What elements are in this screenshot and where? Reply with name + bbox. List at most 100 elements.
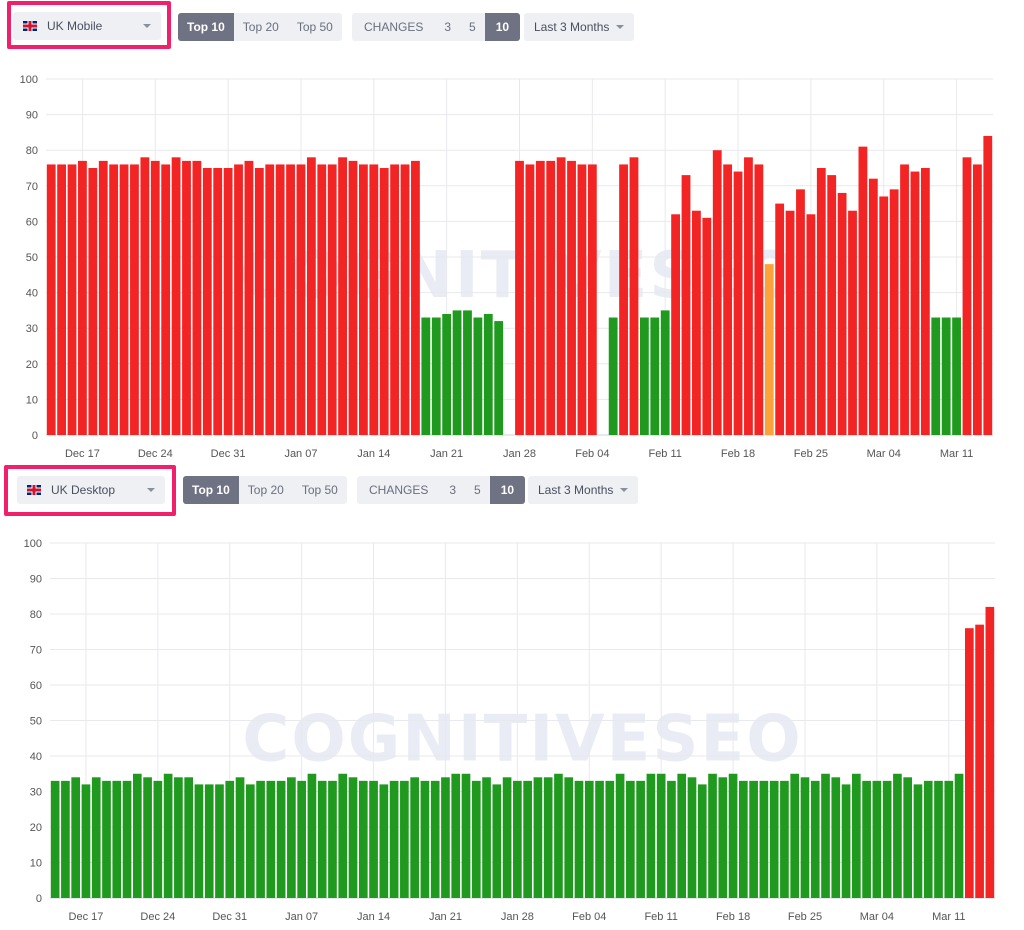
ranking-bar[interactable] [944,780,954,898]
ranking-bar[interactable] [556,157,566,435]
ranking-bar[interactable] [400,780,409,898]
ranking-bar[interactable] [831,777,841,898]
ranking-bar[interactable] [893,773,902,898]
ranking-bar[interactable] [50,780,60,898]
ranking-bar[interactable] [150,160,160,435]
ranking-bar[interactable] [964,628,974,898]
ranking-bar[interactable] [546,160,556,435]
ranking-bar[interactable] [790,773,800,898]
ranking-bar[interactable] [194,784,204,898]
ranking-bar[interactable] [954,773,964,898]
ranking-bar[interactable] [338,157,347,435]
ranking-bar[interactable] [213,168,223,435]
ranking-bar[interactable] [234,164,243,435]
ranking-bar[interactable] [182,160,191,435]
ranking-bar[interactable] [810,780,820,898]
ranking-bar[interactable] [985,606,995,898]
ranking-bar[interactable] [567,160,576,435]
ranking-bar[interactable] [225,780,235,898]
ranking-bar[interactable] [671,214,681,435]
top-20-option[interactable]: Top 20 [247,483,284,497]
ranking-bar[interactable] [132,773,142,898]
ranking-bar[interactable] [379,168,389,435]
ranking-bar[interactable] [441,777,450,898]
ranking-bar[interactable] [202,168,212,435]
ranking-bar[interactable] [800,777,810,898]
ranking-bar[interactable] [161,164,171,435]
ranking-bar[interactable] [265,164,275,435]
ranking-bar[interactable] [163,773,173,898]
ranking-bar[interactable] [769,780,779,898]
ranking-bar[interactable] [882,780,892,898]
ranking-bar[interactable] [744,157,753,435]
ranking-bar[interactable] [171,157,181,435]
ranking-bar[interactable] [286,164,295,435]
ranking-bar[interactable] [78,160,87,435]
ranking-bar[interactable] [71,777,81,898]
ranking-bar[interactable] [358,164,368,435]
ranking-bar[interactable] [889,189,899,435]
ranking-bar[interactable] [109,164,119,435]
ranking-bar[interactable] [390,164,400,435]
ranking-bar[interactable] [629,157,639,435]
ranking-bar[interactable] [471,780,481,898]
changes-5-option[interactable]: 5 [474,483,481,497]
ranking-bar[interactable] [306,157,316,435]
ranking-bar[interactable] [61,780,70,898]
ranking-bar[interactable] [983,135,993,435]
top-50-option[interactable]: Top 50 [301,483,338,497]
changes-10-option[interactable]: 10 [484,13,521,41]
ranking-bar[interactable] [848,210,857,435]
ranking-bar[interactable] [785,210,795,435]
ranking-bar[interactable] [587,164,597,435]
ranking-bar[interactable] [754,164,764,435]
ranking-bar[interactable] [577,164,587,435]
ranking-bar[interactable] [328,780,337,898]
ranking-bar[interactable] [702,217,712,435]
top-10-option[interactable]: Top 10 [183,476,239,504]
period-dropdown[interactable]: Last 3 Months [528,476,638,504]
ranking-bar[interactable] [91,777,101,898]
ranking-bar[interactable] [275,164,285,435]
ranking-bar[interactable] [913,784,923,898]
ranking-bar[interactable] [235,777,245,898]
ranking-bar[interactable] [523,780,532,898]
ranking-bar[interactable] [910,171,920,435]
ranking-bar[interactable] [317,780,327,898]
top-20-option[interactable]: Top 20 [242,20,279,34]
ranking-bar[interactable] [639,317,649,435]
ranking-bar[interactable] [348,160,358,435]
ranking-bar[interactable] [759,780,769,898]
ranking-bar[interactable] [307,773,317,898]
ranking-bar[interactable] [718,777,728,898]
ranking-bar[interactable] [636,780,645,898]
ranking-bar[interactable] [827,175,837,435]
ranking-bar[interactable] [256,780,265,898]
ranking-bar[interactable] [739,780,748,898]
ranking-bar[interactable] [379,784,389,898]
ranking-bar[interactable] [174,777,183,898]
ranking-bar[interactable] [868,178,878,435]
ranking-bar[interactable] [934,780,943,898]
ranking-bar[interactable] [656,773,666,898]
ranking-bar[interactable] [463,310,472,435]
ranking-bar[interactable] [535,160,545,435]
device-dropdown[interactable]: UK Desktop [17,476,165,504]
ranking-bar[interactable] [411,160,420,435]
ranking-bar[interactable] [749,780,758,898]
ranking-bar[interactable] [473,317,483,435]
ranking-bar[interactable] [223,168,233,435]
ranking-bar[interactable] [764,264,774,435]
device-dropdown[interactable]: UK Mobile [13,12,161,40]
ranking-bar[interactable] [972,164,982,435]
ranking-bar[interactable] [806,214,816,435]
ranking-bar[interactable] [410,777,419,898]
ranking-bar[interactable] [692,210,701,435]
ranking-bar[interactable] [708,773,717,898]
ranking-bar[interactable] [900,164,909,435]
ranking-bar[interactable] [452,310,462,435]
ranking-bar[interactable] [244,160,254,435]
ranking-bar[interactable] [687,777,697,898]
ranking-bar[interactable] [369,780,378,898]
ranking-bar[interactable] [533,777,543,898]
